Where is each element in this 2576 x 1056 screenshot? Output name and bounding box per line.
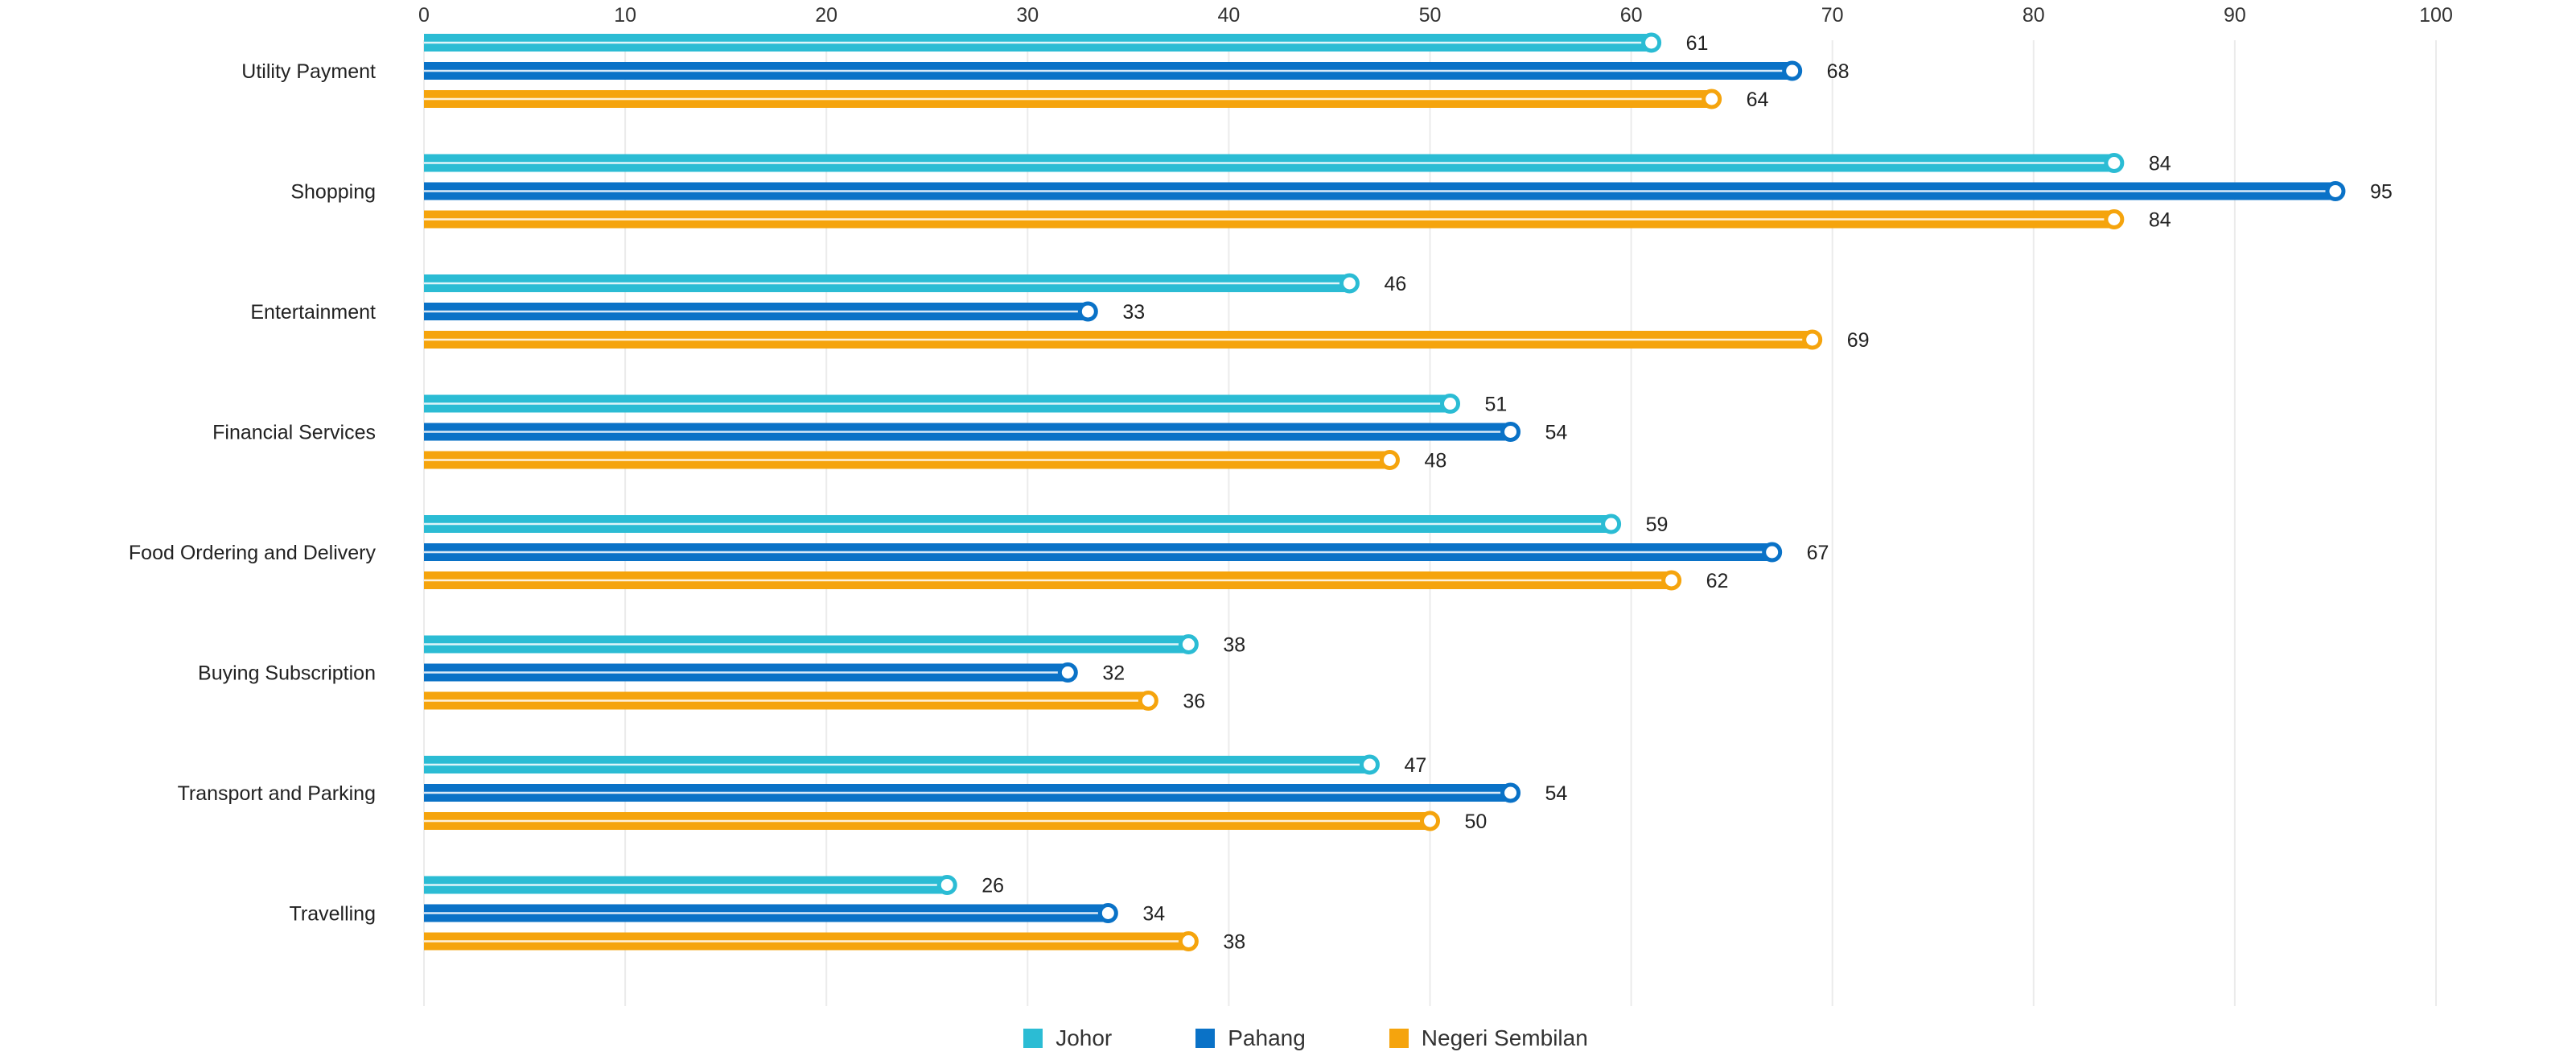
- data-label: 26: [981, 875, 1004, 897]
- legend-swatch: [1195, 1029, 1216, 1048]
- category-label: Shopping: [290, 181, 376, 204]
- data-label: 54: [1545, 782, 1568, 805]
- bar-end-marker: [1802, 329, 1823, 350]
- x-tick-label: 100: [2419, 4, 2453, 27]
- bar-end-marker: [1702, 89, 1722, 109]
- data-label: 38: [1223, 634, 1245, 657]
- bar-end-marker: [1138, 691, 1158, 711]
- data-label: 84: [2149, 209, 2171, 232]
- legend: Johor Pahang Negeri Sembilan: [0, 1022, 2576, 1054]
- data-label: 51: [1485, 394, 1508, 416]
- data-label: 95: [2370, 181, 2393, 204]
- bar-end-marker: [1178, 931, 1199, 951]
- bar-end-marker: [1339, 273, 1360, 294]
- data-label: 84: [2149, 153, 2171, 175]
- data-label: 62: [1706, 570, 1729, 592]
- data-label: 64: [1747, 89, 1769, 111]
- bar-end-marker: [1601, 514, 1622, 534]
- legend-label: Johor: [1056, 1025, 1113, 1050]
- x-tick-label: 80: [2023, 4, 2045, 27]
- category-label: Entertainment: [250, 301, 376, 324]
- x-tick-label: 60: [1620, 4, 1643, 27]
- x-tick-label: 90: [2224, 4, 2246, 27]
- bar-end-marker: [936, 875, 957, 895]
- category-label: Utility Payment: [241, 60, 376, 83]
- data-label: 61: [1686, 32, 1709, 55]
- bar-end-marker: [1762, 542, 1783, 563]
- legend-item: Johor: [1023, 1025, 1112, 1051]
- data-label: 69: [1847, 329, 1870, 352]
- x-tick-label: 20: [815, 4, 837, 27]
- data-label: 48: [1424, 450, 1446, 472]
- legend-label: Pahang: [1228, 1025, 1306, 1050]
- bar-end-marker: [1097, 903, 1118, 923]
- data-label: 50: [1465, 811, 1488, 833]
- x-tick-label: 30: [1016, 4, 1039, 27]
- bars: [424, 32, 2346, 951]
- data-label: 59: [1646, 514, 1669, 536]
- data-label: 32: [1102, 662, 1125, 685]
- bar-end-marker: [1500, 422, 1521, 442]
- legend-item: Negeri Sembilan: [1389, 1025, 1588, 1051]
- x-tick-label: 40: [1217, 4, 1240, 27]
- category-label: Food Ordering and Delivery: [129, 542, 377, 564]
- category-label: Transport and Parking: [178, 782, 376, 805]
- legend-label: Negeri Sembilan: [1421, 1025, 1588, 1050]
- x-tick-label: 0: [418, 4, 430, 27]
- data-label: 46: [1384, 273, 1406, 295]
- bar-end-marker: [2104, 209, 2125, 229]
- bar-end-marker: [2104, 153, 2125, 173]
- legend-swatch: [1389, 1029, 1409, 1048]
- bar-end-marker: [1661, 570, 1682, 591]
- legend-swatch: [1023, 1029, 1043, 1048]
- data-label: 68: [1827, 60, 1850, 83]
- category-label: Buying Subscription: [198, 662, 376, 685]
- data-label: 47: [1404, 754, 1426, 777]
- bar-end-marker: [1178, 634, 1199, 654]
- bar-end-marker: [1782, 60, 1803, 81]
- data-label: 67: [1807, 542, 1829, 564]
- data-label: 34: [1142, 903, 1165, 926]
- bar-end-marker: [2325, 181, 2346, 201]
- x-axis-ticks: 0 10 20 30 40 50 60 70 80 90 100: [418, 4, 2453, 27]
- bar-chart: 0 10 20 30 40 50 60 70 80 90 100 Utility Payment Sh…: [129, 4, 2453, 1006]
- bar-end-marker: [1057, 662, 1078, 683]
- data-label: 54: [1545, 422, 1568, 444]
- data-label: 33: [1122, 301, 1145, 324]
- bar-end-marker: [1500, 782, 1521, 803]
- bar-end-marker: [1359, 754, 1380, 775]
- legend-item: Pahang: [1195, 1025, 1306, 1051]
- bar-end-marker: [1641, 32, 1662, 53]
- bar-end-marker: [1420, 811, 1440, 831]
- bar-end-marker: [1440, 394, 1461, 414]
- x-tick-label: 70: [1821, 4, 1844, 27]
- category-label: Travelling: [290, 903, 376, 926]
- x-tick-label: 50: [1419, 4, 1442, 27]
- category-labels: Utility Payment Shopping Entertainment Fina…: [129, 60, 377, 926]
- data-label: 38: [1223, 931, 1245, 954]
- data-label: 36: [1183, 691, 1205, 713]
- x-tick-label: 10: [614, 4, 636, 27]
- bar-end-marker: [1077, 301, 1098, 322]
- category-label: Financial Services: [212, 422, 376, 444]
- bar-end-marker: [1379, 450, 1400, 470]
- data-labels: 61 68 64 84 95 84 46 33 69 51 54 48 59 67 62 38 32 36 47 54…: [981, 32, 2393, 954]
